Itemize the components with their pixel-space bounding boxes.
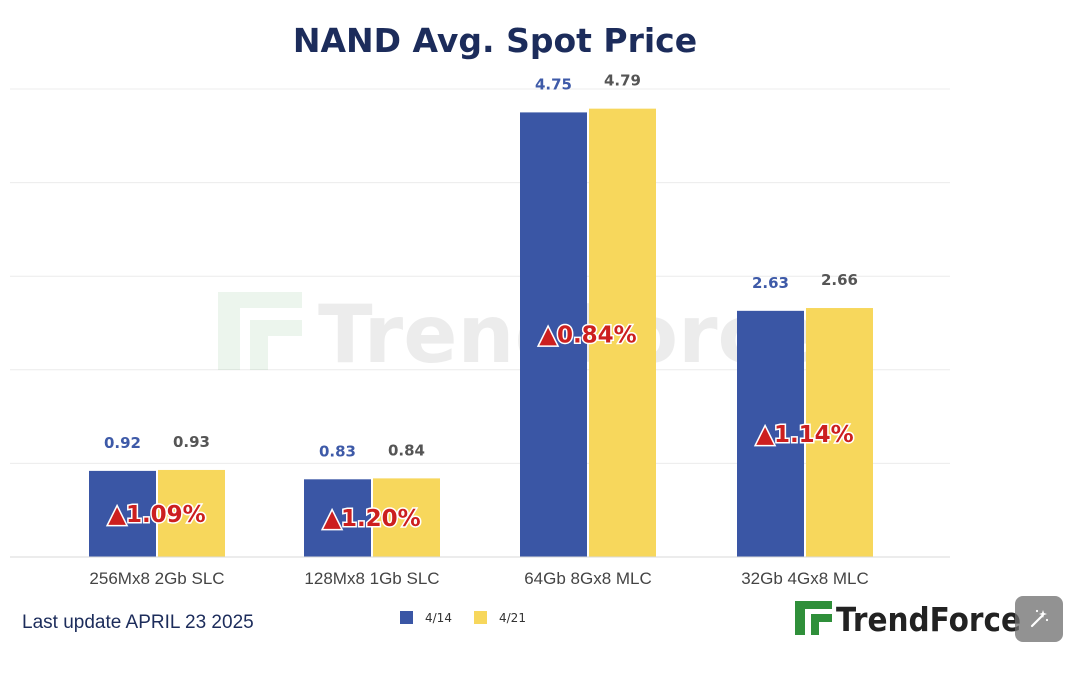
legend-label: 4/14	[425, 611, 452, 625]
category-label: 256Mx8 2Gb SLC	[89, 569, 224, 588]
bar-4-14-4	[737, 310, 804, 557]
legend-label: 4/21	[499, 611, 526, 625]
legend-swatch	[474, 611, 487, 624]
magic-wand-icon	[1030, 609, 1049, 628]
category-label: 64Gb 8Gx8 MLC	[524, 569, 652, 588]
value-label: 0.93	[173, 433, 210, 451]
legend: 4/14 4/21	[400, 611, 526, 625]
value-label: 0.92	[104, 434, 141, 452]
value-label: 4.79	[604, 72, 641, 90]
value-label: 0.84	[388, 441, 425, 459]
bar-4-21-2	[373, 478, 440, 557]
value-labels: 0.92 0.93 0.83 0.84 4.75 4.79 2.63 2.66	[104, 72, 858, 461]
bar-4-14-2	[304, 479, 371, 557]
last-update-text: Last update APRIL 23 2025	[22, 612, 254, 633]
change-label: ▲0.84%	[539, 323, 636, 349]
trendforce-logo-mark	[795, 601, 832, 635]
brand-name: TrendForce	[836, 600, 1021, 639]
bar-4-14-1	[89, 470, 156, 557]
category-label: 32Gb 4Gx8 MLC	[741, 569, 869, 588]
category-labels: 256Mx8 2Gb SLC 128Mx8 1Gb SLC 64Gb 8Gx8 ML…	[89, 569, 868, 588]
value-label: 4.75	[535, 75, 572, 93]
bar-4-14-3	[520, 112, 587, 558]
change-label: ▲1.09%	[108, 502, 205, 528]
value-label: 2.63	[752, 274, 789, 292]
legend-swatch	[400, 611, 413, 624]
change-labels: ▲1.09% ▲1.20% ▲0.84% ▲1.14%	[107, 321, 855, 533]
bar-4-21-3	[589, 108, 656, 557]
bars	[89, 108, 873, 558]
change-label: ▲1.14%	[756, 422, 853, 448]
bar-4-21-1	[158, 469, 225, 557]
chart-title: NAND Avg. Spot Price	[293, 21, 697, 60]
change-label: ▲1.20%	[323, 506, 420, 532]
category-label: 128Mx8 1Gb SLC	[304, 569, 439, 588]
value-label: 0.83	[319, 442, 356, 460]
trendforce-logo: TrendForce	[795, 600, 1021, 639]
magic-wand-button[interactable]	[1015, 596, 1063, 642]
watermark-logo-mark	[218, 292, 302, 370]
watermark-logo	[218, 292, 302, 370]
bar-4-21-4	[806, 308, 873, 557]
value-label: 2.66	[821, 271, 858, 289]
